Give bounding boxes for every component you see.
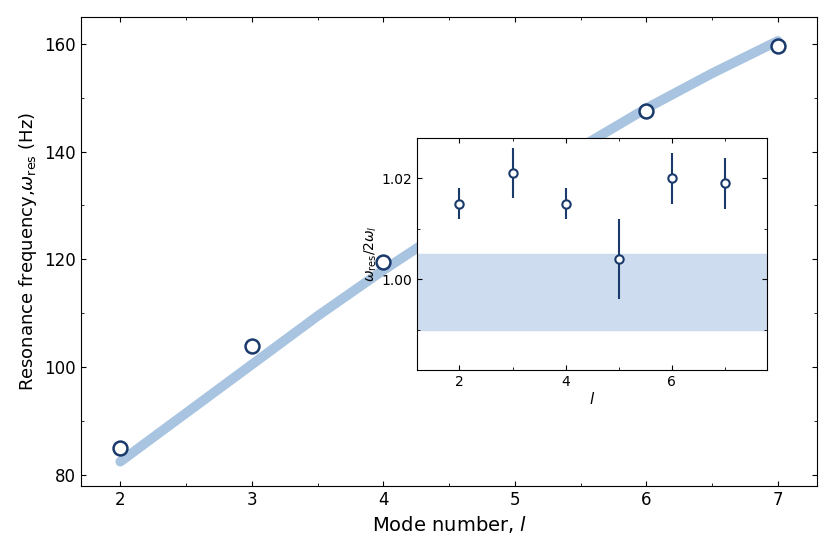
Bar — [417, 254, 767, 330]
Y-axis label: Resonance frequency,$\omega_{\mathrm{res}}$ (Hz): Resonance frequency,$\omega_{\mathrm{res… — [17, 112, 38, 391]
X-axis label: $l$: $l$ — [589, 391, 595, 407]
X-axis label: Mode number, $l$: Mode number, $l$ — [371, 514, 526, 535]
Y-axis label: $\omega_{\mathrm{res}}/2\omega_l$: $\omega_{\mathrm{res}}/2\omega_l$ — [362, 226, 379, 282]
